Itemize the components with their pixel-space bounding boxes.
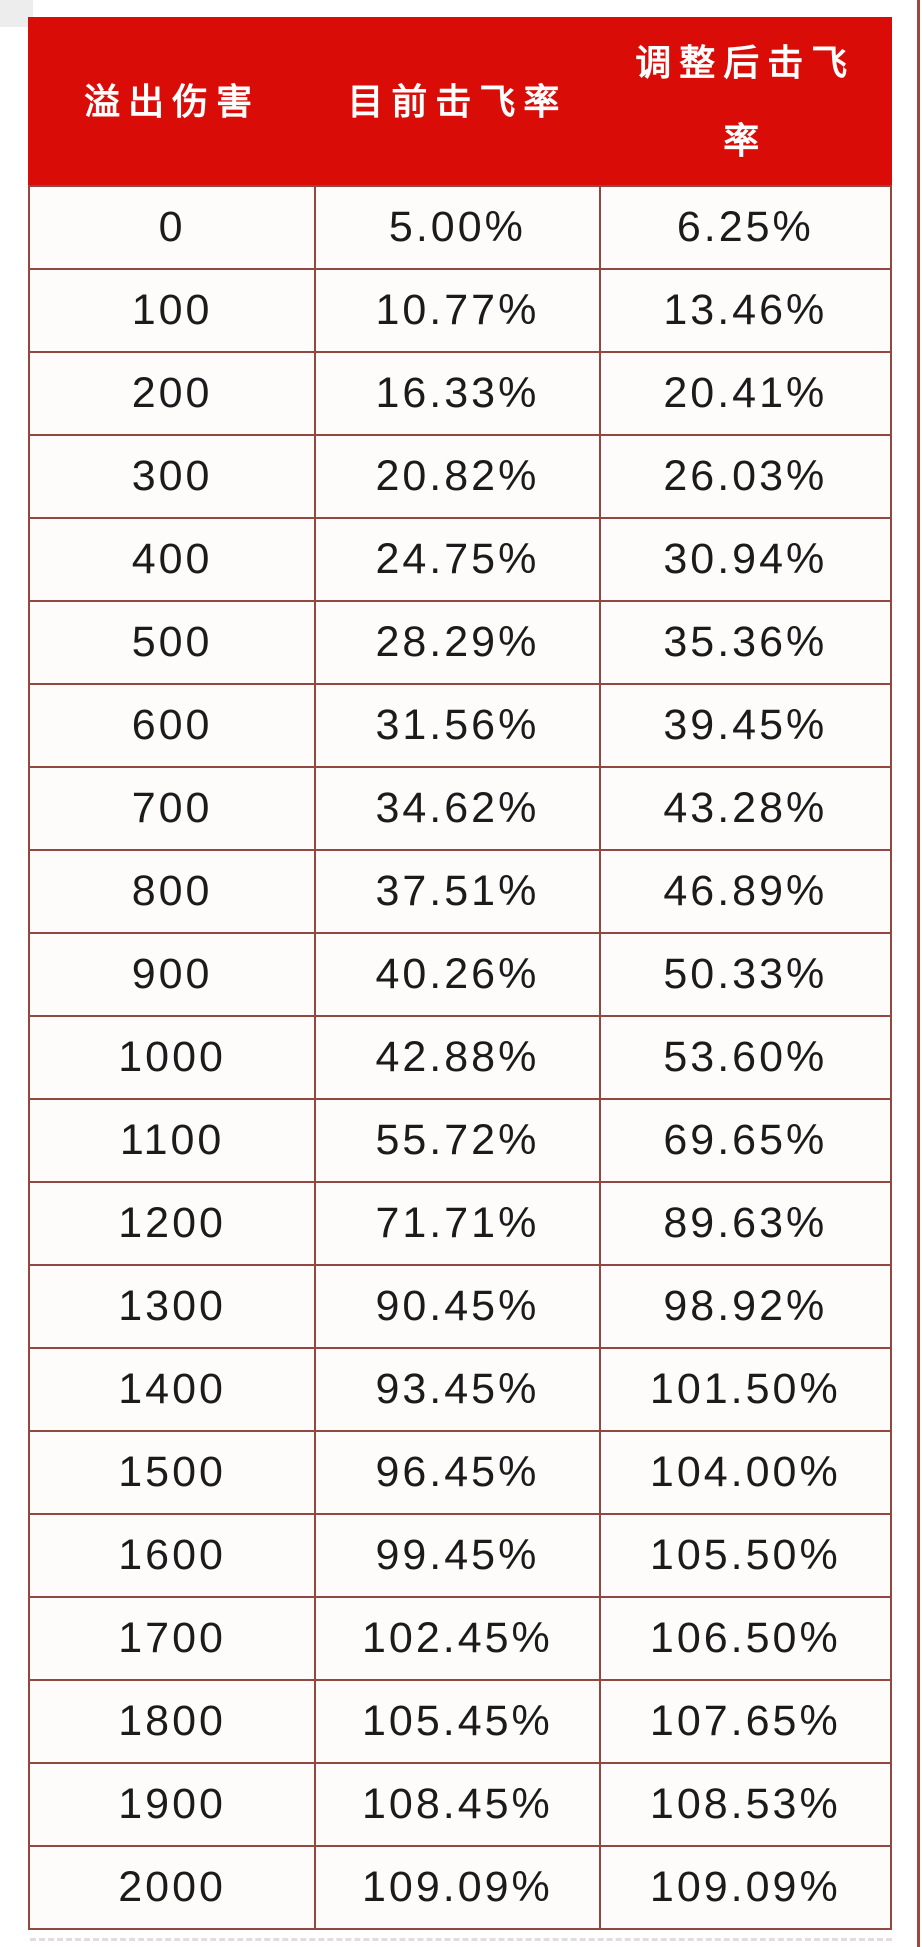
table-cell: 500 (27, 600, 317, 685)
table-cell: 35.36% (598, 600, 893, 685)
table-cell: 99.45% (314, 1513, 601, 1598)
table-cell: 28.29% (314, 600, 601, 685)
table-cell: 1200 (27, 1181, 317, 1266)
table-cell: 108.45% (314, 1762, 601, 1847)
table-cell: 6.25% (598, 185, 893, 270)
table-cell: 16.33% (314, 351, 601, 436)
table-row: 400 24.75% 30.94% (27, 517, 893, 602)
table-cell: 1900 (27, 1762, 317, 1847)
column-header-overflow-damage: 溢出伤害 (27, 17, 317, 187)
table-row: 1500 96.45% 104.00% (27, 1430, 893, 1515)
corner-artifact (0, 0, 33, 27)
table-row: 1300 90.45% 98.92% (27, 1264, 893, 1349)
column-header-adjusted-knockup-rate: 调整后击飞率 (598, 17, 893, 187)
table-cell: 10.77% (314, 268, 601, 353)
table-row: 1900 108.45% 108.53% (27, 1762, 893, 1847)
table-row: 600 31.56% 39.45% (27, 683, 893, 768)
table-cell: 93.45% (314, 1347, 601, 1432)
table-cell: 13.46% (598, 268, 893, 353)
table-row: 900 40.26% 50.33% (27, 932, 893, 1017)
table-cell: 34.62% (314, 766, 601, 851)
table-cell: 105.45% (314, 1679, 601, 1764)
table-cell: 1600 (27, 1513, 317, 1598)
table-cell: 50.33% (598, 932, 893, 1017)
table-row: 2000 109.09% 109.09% (27, 1845, 893, 1930)
table-cell: 37.51% (314, 849, 601, 934)
table-cell: 42.88% (314, 1015, 601, 1100)
table-row: 500 28.29% 35.36% (27, 600, 893, 685)
table-cell: 40.26% (314, 932, 601, 1017)
table-cell: 1300 (27, 1264, 317, 1349)
table-cell: 98.92% (598, 1264, 893, 1349)
table-cell: 1800 (27, 1679, 317, 1764)
table-cell: 89.63% (598, 1181, 893, 1266)
table-cell: 107.65% (598, 1679, 893, 1764)
table-row: 1000 42.88% 53.60% (27, 1015, 893, 1100)
table-row: 700 34.62% 43.28% (27, 766, 893, 851)
table-cell: 31.56% (314, 683, 601, 768)
table-cell: 30.94% (598, 517, 893, 602)
table-cell: 100 (27, 268, 317, 353)
column-header-current-knockup-rate: 目前击飞率 (314, 17, 601, 187)
table-cell: 43.28% (598, 766, 893, 851)
table-cell: 46.89% (598, 849, 893, 934)
bottom-dashed-artifact (30, 1938, 892, 1941)
table-cell: 102.45% (314, 1596, 601, 1681)
table-row: 1700 102.45% 106.50% (27, 1596, 893, 1681)
table-cell: 71.71% (314, 1181, 601, 1266)
table-cell: 53.60% (598, 1015, 893, 1100)
table-cell: 106.50% (598, 1596, 893, 1681)
table-row: 1600 99.45% 105.50% (27, 1513, 893, 1598)
table-cell: 700 (27, 766, 317, 851)
table-cell: 109.09% (598, 1845, 893, 1930)
table-cell: 39.45% (598, 683, 893, 768)
table-cell: 101.50% (598, 1347, 893, 1432)
table-cell: 105.50% (598, 1513, 893, 1598)
header-row: 溢出伤害 目前击飞率 调整后击飞率 (27, 17, 893, 187)
table-cell: 108.53% (598, 1762, 893, 1847)
table-cell: 1100 (27, 1098, 317, 1183)
table-row: 1800 105.45% 107.65% (27, 1679, 893, 1764)
table-cell: 20.82% (314, 434, 601, 519)
table-row: 1400 93.45% 101.50% (27, 1347, 893, 1432)
page-edge-line (917, 0, 920, 1947)
table-cell: 200 (27, 351, 317, 436)
table-cell: 5.00% (314, 185, 601, 270)
table-cell: 1700 (27, 1596, 317, 1681)
table-cell: 2000 (27, 1845, 317, 1930)
table-row: 100 10.77% 13.46% (27, 268, 893, 353)
table-cell: 109.09% (314, 1845, 601, 1930)
table-cell: 96.45% (314, 1430, 601, 1515)
table-cell: 0 (27, 185, 317, 270)
table-cell: 26.03% (598, 434, 893, 519)
table-row: 1200 71.71% 89.63% (27, 1181, 893, 1266)
table-row: 200 16.33% 20.41% (27, 351, 893, 436)
table-cell: 20.41% (598, 351, 893, 436)
table-cell: 24.75% (314, 517, 601, 602)
table-cell: 90.45% (314, 1264, 601, 1349)
table-cell: 55.72% (314, 1098, 601, 1183)
table-header: 溢出伤害 目前击飞率 调整后击飞率 (27, 17, 893, 187)
table-cell: 69.65% (598, 1098, 893, 1183)
table-row: 1100 55.72% 69.65% (27, 1098, 893, 1183)
table-cell: 1000 (27, 1015, 317, 1100)
table-row: 0 5.00% 6.25% (27, 185, 893, 270)
table-cell: 400 (27, 517, 317, 602)
table-cell: 1500 (27, 1430, 317, 1515)
knockup-rate-table: 溢出伤害 目前击飞率 调整后击飞率 0 5.00% 6.25% 100 10.77% 13.4… (27, 17, 893, 1930)
table-row: 800 37.51% 46.89% (27, 849, 893, 934)
table-cell: 300 (27, 434, 317, 519)
table-cell: 900 (27, 932, 317, 1017)
table-cell: 104.00% (598, 1430, 893, 1515)
table-cell: 1400 (27, 1347, 317, 1432)
table-body: 0 5.00% 6.25% 100 10.77% 13.46% 200 16.33% 20.41… (27, 185, 893, 1930)
table-cell: 800 (27, 849, 317, 934)
table-cell: 600 (27, 683, 317, 768)
table-row: 300 20.82% 26.03% (27, 434, 893, 519)
